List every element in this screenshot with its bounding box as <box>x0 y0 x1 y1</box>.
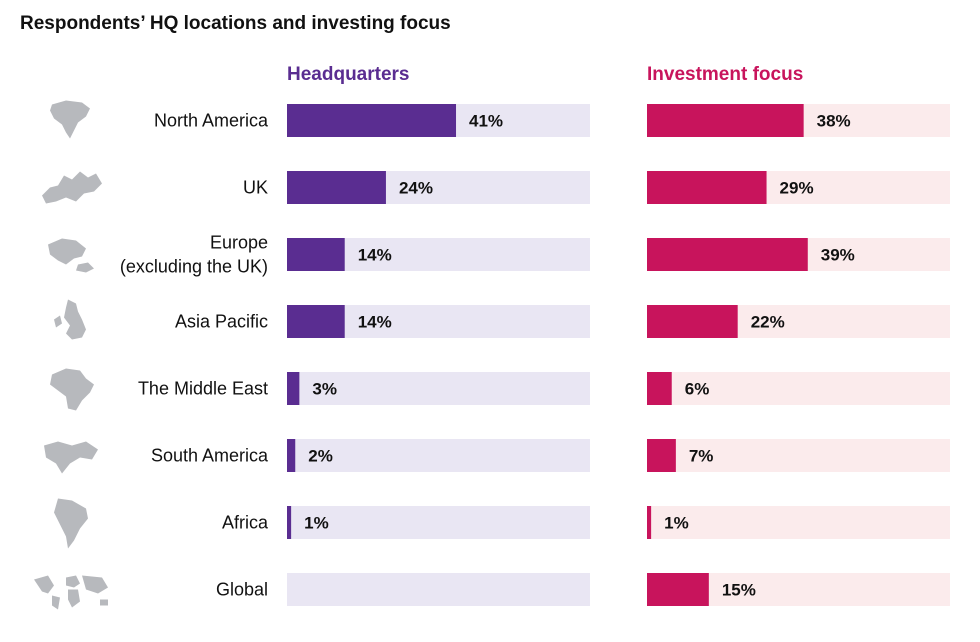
panel-headquarters: Headquarters 41% 24% 14% 14% 3% 2% 1% <box>287 64 590 606</box>
data-label: 15% <box>722 581 756 600</box>
bar <box>287 439 296 472</box>
data-label: 2% <box>308 447 333 466</box>
asia-pacific-map-icon <box>48 238 94 273</box>
bar <box>647 439 676 472</box>
data-label: 14% <box>358 246 392 265</box>
category-label: Global <box>216 580 268 600</box>
europe-map-icon-shape <box>42 171 102 204</box>
data-label: 1% <box>664 514 689 533</box>
category-label-line: South America <box>151 446 269 466</box>
data-label: 29% <box>780 179 814 198</box>
bar-track <box>647 372 950 405</box>
bar <box>647 573 709 606</box>
data-label: 24% <box>399 179 433 198</box>
data-label: 39% <box>821 246 855 265</box>
south-america-map-icon-shape <box>54 498 88 549</box>
south-america-map-icon <box>54 498 88 549</box>
bar <box>647 305 738 338</box>
africa-map-icon <box>50 368 94 411</box>
asia-pacific-map-icon-shape <box>48 238 94 273</box>
world-map-icon-shape <box>34 575 108 610</box>
category-label-line: North America <box>154 111 269 131</box>
series-title: Investment focus <box>647 64 803 85</box>
north-america-map-icon-shape <box>50 100 90 139</box>
category-label: North America <box>154 111 269 131</box>
europe-map-icon <box>42 171 102 204</box>
bar-track <box>287 573 590 606</box>
category-label-line: Asia Pacific <box>175 312 268 332</box>
bar <box>287 305 345 338</box>
category-label-line: Global <box>216 580 268 600</box>
data-label: 7% <box>689 447 714 466</box>
uk-map-icon-shape <box>54 299 86 340</box>
bar <box>647 238 808 271</box>
north-america-map-icon <box>50 100 90 139</box>
data-label: 1% <box>304 514 329 533</box>
middle-east-map-icon-shape <box>44 441 98 474</box>
category-label-line: Africa <box>222 513 269 533</box>
category-label: Asia Pacific <box>175 312 268 332</box>
bar-track <box>287 506 590 539</box>
data-label: 6% <box>685 380 710 399</box>
category-label: Africa <box>222 513 269 533</box>
data-label: 41% <box>469 112 503 131</box>
category-labels: North America UK Europe (excluding the UK) A… <box>120 111 269 600</box>
bar <box>647 171 767 204</box>
uk-map-icon <box>54 299 86 340</box>
bar-track <box>287 439 590 472</box>
africa-map-icon-shape <box>50 368 94 411</box>
category-label: UK <box>243 178 268 198</box>
category-label: South America <box>151 446 269 466</box>
bar-track <box>647 439 950 472</box>
panel-investment-focus: Investment focus 38% 29% 39% 22% 6% 7% 1% 15% <box>647 64 950 606</box>
bar <box>287 506 292 539</box>
data-label: 14% <box>358 313 392 332</box>
panels: Headquarters41%24%14%14%3%2%1%Investment… <box>287 64 950 606</box>
bar <box>647 506 652 539</box>
chart-title: Respondents’ HQ locations and investing … <box>20 13 451 34</box>
category-label-line: (excluding the UK) <box>120 257 268 277</box>
region-icons <box>34 100 108 610</box>
bar <box>647 372 672 405</box>
data-label: 38% <box>817 112 851 131</box>
category-label-line: Europe <box>210 233 268 253</box>
bar <box>287 238 345 271</box>
category-label: Europe (excluding the UK) <box>120 233 268 277</box>
bar-track <box>287 372 590 405</box>
data-label: 3% <box>312 380 337 399</box>
data-label: 22% <box>751 313 785 332</box>
series-title: Headquarters <box>287 64 410 85</box>
middle-east-map-icon <box>44 441 98 474</box>
bar <box>647 104 804 137</box>
world-map-icon <box>34 575 108 610</box>
bar <box>287 372 300 405</box>
bar <box>287 104 457 137</box>
category-label: The Middle East <box>138 379 268 399</box>
category-label-line: UK <box>243 178 268 198</box>
bar <box>287 171 386 204</box>
category-label-line: The Middle East <box>138 379 268 399</box>
bar-track <box>647 506 950 539</box>
